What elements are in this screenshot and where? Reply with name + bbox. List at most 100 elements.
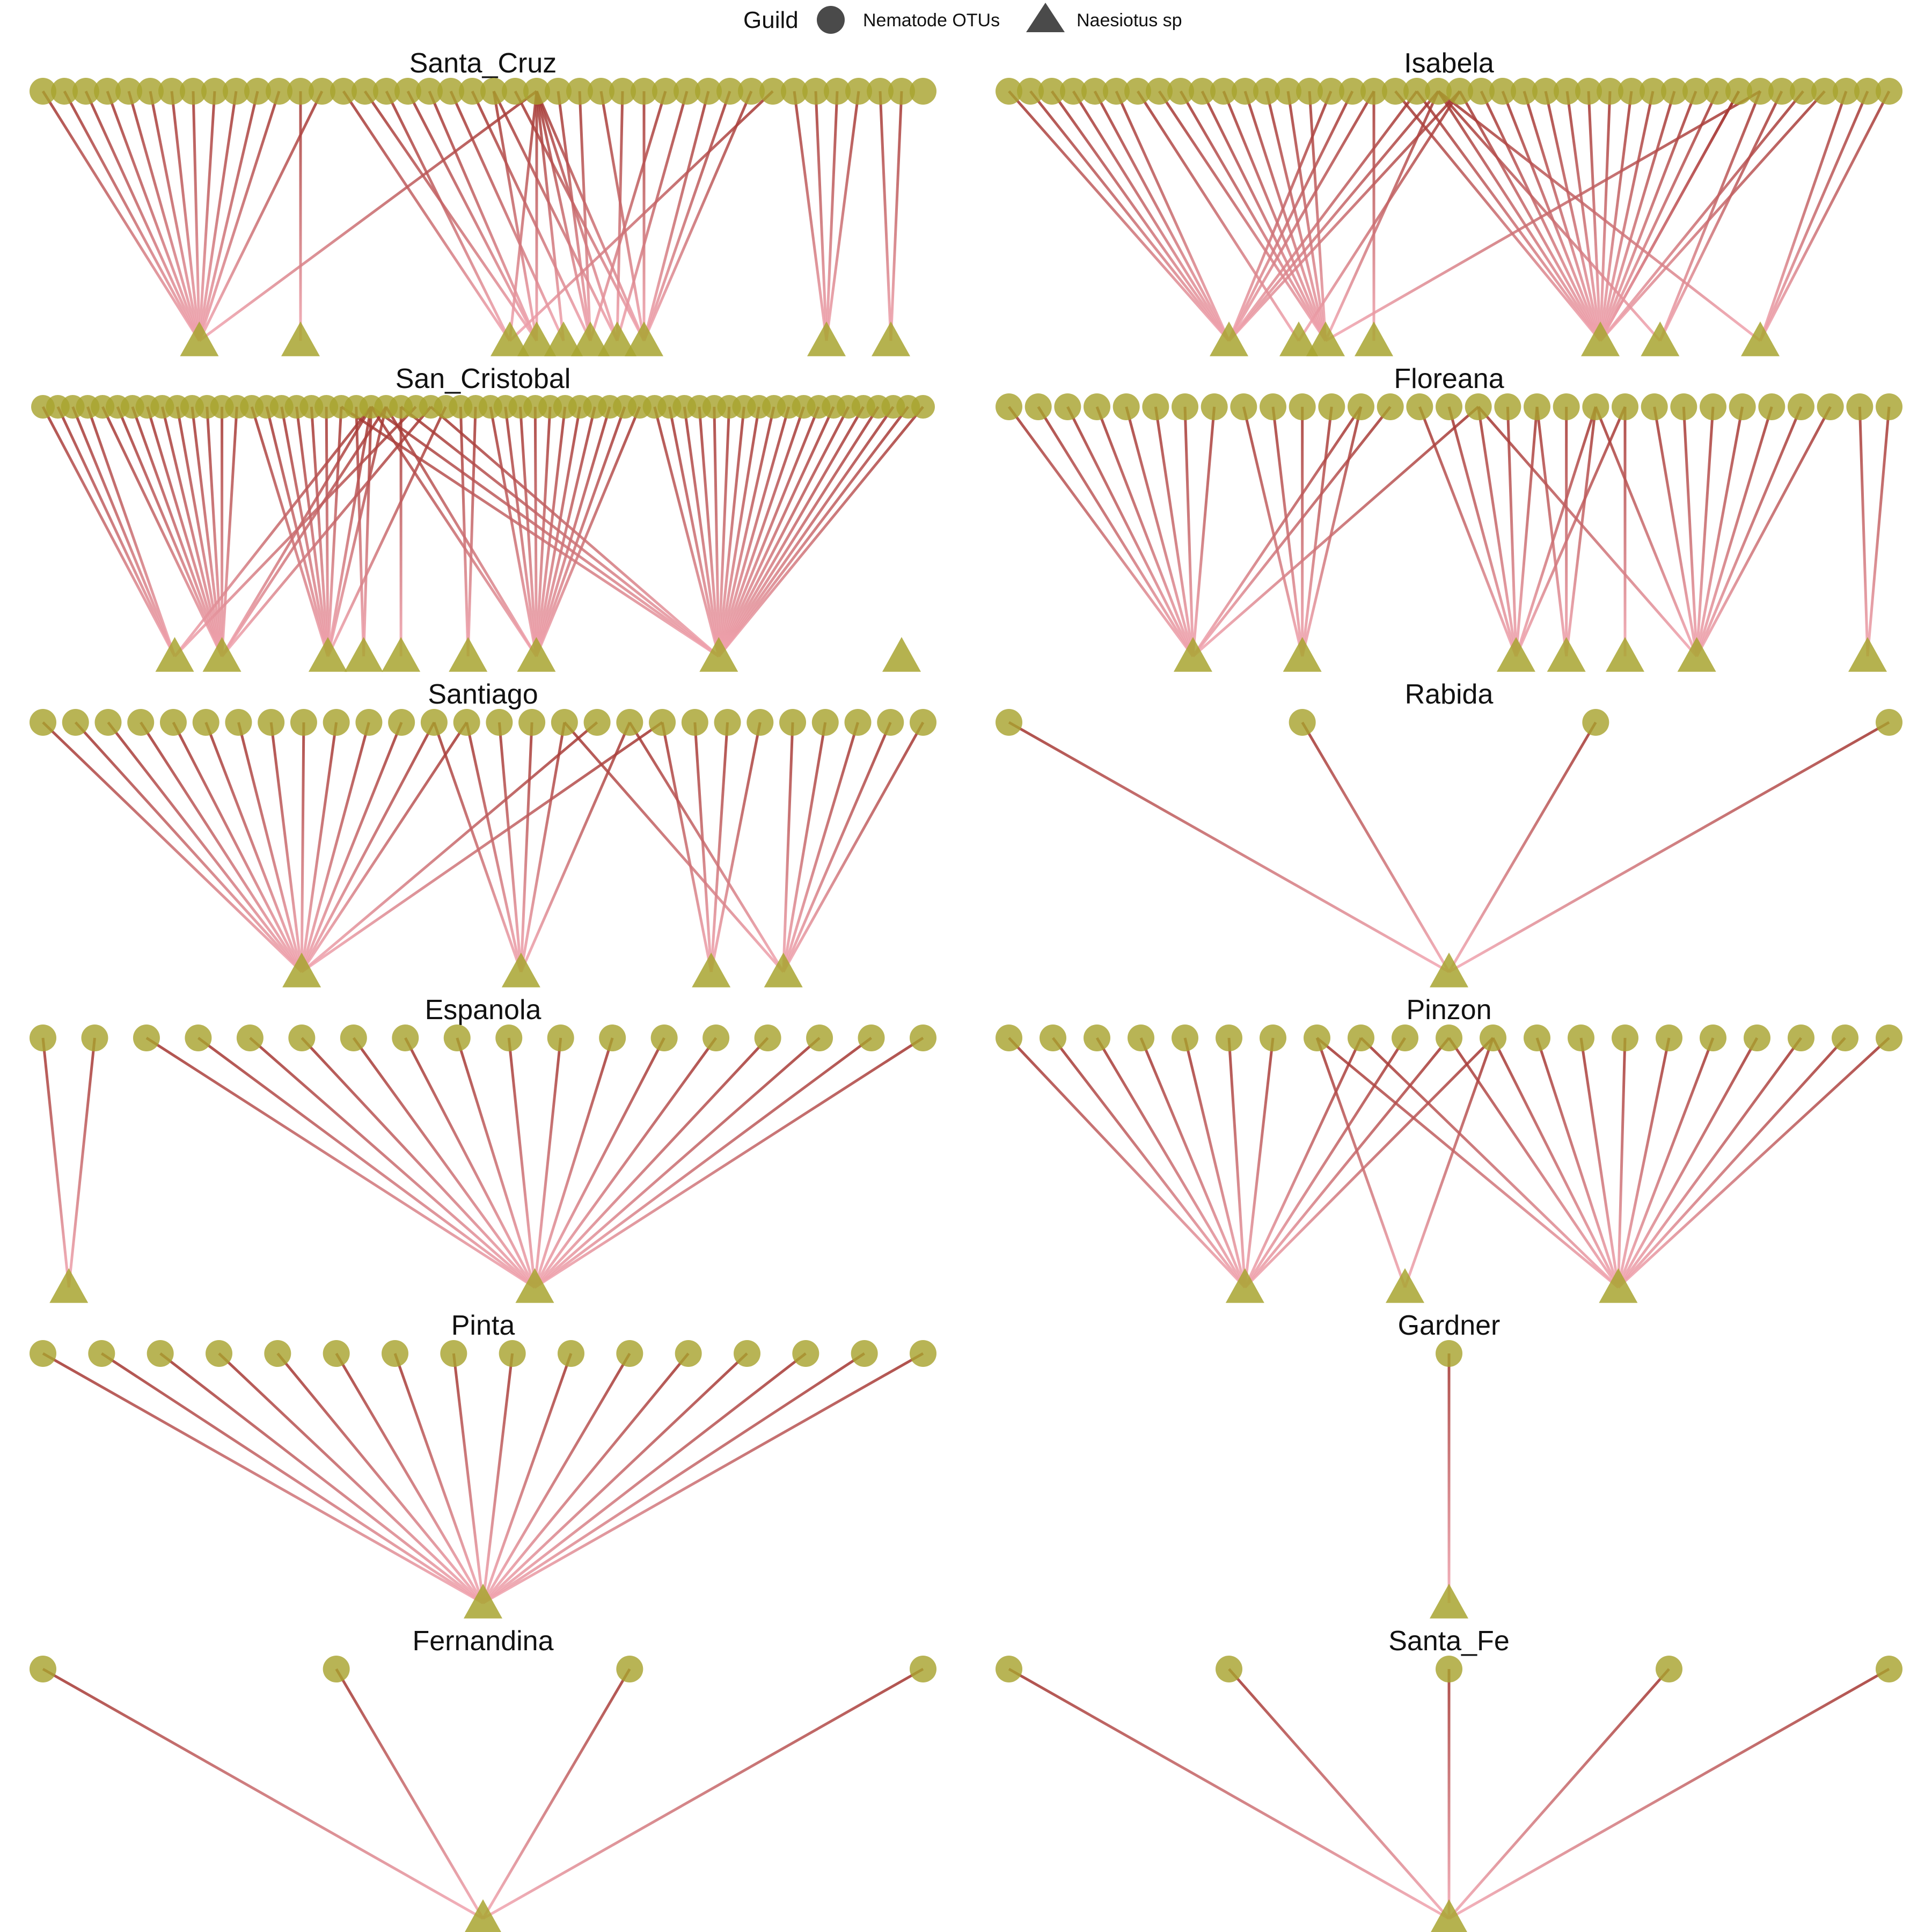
edge-line [342,90,511,342]
edge-line [535,406,567,657]
otu-node [147,1340,174,1367]
otu-node [1465,393,1492,420]
otu-node [1260,393,1286,420]
otu-node [30,1024,56,1051]
otu-node [1230,393,1257,420]
edge-line [1243,1037,1450,1289]
otu-node [996,393,1022,420]
edge-line [42,1352,484,1605]
otu-node [206,1340,232,1367]
edge-line [1653,406,1699,657]
otu-node [1113,393,1140,420]
legend-circle-symbol [817,6,845,34]
naesiotus-node [281,321,320,356]
edge-line [140,721,303,973]
edge-line [1695,406,1773,657]
edge-line [482,1667,924,1920]
edge-line [1029,90,1230,342]
otu-node [394,78,421,105]
otu-node [1744,1024,1770,1051]
edge-group [41,1036,924,1289]
otu-node [911,395,935,419]
panel-rabida: Rabida [996,679,1902,987]
panel-title: Pinzon [1407,994,1492,1026]
edge-line [363,90,538,342]
edge-line [1523,91,1602,341]
otu-node [1392,1024,1418,1051]
edge-line [1759,91,1848,341]
edge-line [718,406,865,657]
panel-santa-fe: Santa_Fe [996,1626,1902,1932]
edge-line [1008,90,1230,342]
otu-node [811,709,839,736]
edge-line [191,406,224,657]
edge-group [41,405,924,658]
edge-line [301,721,663,974]
naesiotus-node [625,321,663,356]
edge-line [1458,90,1602,342]
panel-title: Pinta [451,1310,515,1341]
panel-title: Floreana [1394,363,1504,394]
otu-node [523,78,550,105]
edge-line [1243,91,1327,341]
otu-node [1289,393,1316,420]
otu-node [1494,393,1521,420]
otu-node [30,1340,56,1367]
edge-line [717,406,745,657]
otu-node [910,709,936,736]
edge-line [1403,1037,1495,1288]
edge-line [1136,90,1300,342]
panel-title: Rabida [1405,679,1494,710]
edge-line [782,722,892,972]
edge-line [71,406,176,657]
otu-node [1876,1656,1902,1682]
otu-node [352,78,378,105]
edge-line [533,1037,665,1289]
naesiotus-node [1431,1899,1467,1932]
otu-node [1216,1656,1242,1682]
naesiotus-node [872,321,910,356]
edge-line [197,91,216,341]
edge-line [145,1036,536,1289]
edge-line [1191,406,1392,657]
edge-line [709,722,762,972]
naesiotus-node [1581,321,1620,356]
otu-node [1682,78,1709,105]
otu-node [1788,393,1814,420]
panel-san-cristobal: San_Cristobal [31,363,935,672]
edge-line [204,722,303,972]
edge-line [482,1352,924,1605]
edge-group [42,721,925,974]
edge-line [1227,90,1375,342]
edge-line [1491,1037,1620,1289]
edge-line [718,406,910,657]
edge-line [1682,406,1699,657]
edge-line [198,90,538,342]
panel-pinta: Pinta [30,1310,936,1619]
otu-node [330,78,357,105]
edge-line [1759,91,1869,341]
edge-line [1037,406,1195,657]
edge-line [465,722,523,972]
otu-node [1524,1024,1550,1051]
edge-line [1617,1037,1890,1289]
edge-line [1095,1037,1246,1289]
edge-line [362,406,373,657]
edge-line [172,721,303,973]
otu-node [127,709,155,736]
edge-line [1599,90,1740,342]
edge-line [533,1037,769,1289]
otu-node [545,78,572,105]
edge-line [1191,406,1216,657]
edge-line [393,1353,485,1604]
edge-line [533,1037,821,1289]
naesiotus-node [180,321,219,356]
edge-line [1228,90,1418,342]
otu-node [420,709,448,736]
edge-line [56,406,176,657]
edge-line [1324,90,1761,342]
otu-node [695,78,722,105]
otu-node [459,78,486,105]
naesiotus-node [517,321,556,356]
otu-node [1846,393,1874,420]
